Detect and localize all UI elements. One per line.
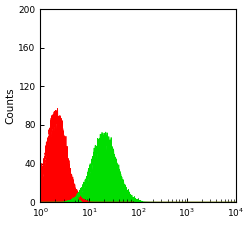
Y-axis label: Counts: Counts [6,87,16,124]
